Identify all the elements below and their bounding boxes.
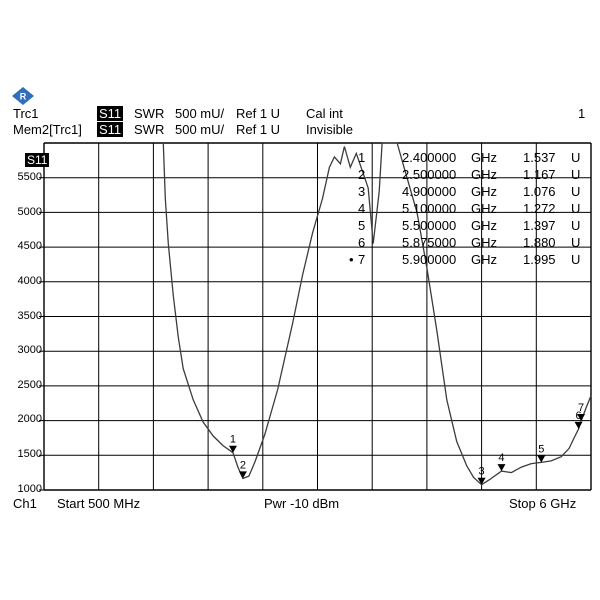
marker-triangle-icon[interactable] xyxy=(497,464,506,472)
active-marker-indicator: • xyxy=(349,252,354,267)
y-tick-label: 3500 xyxy=(17,310,42,322)
trace1-name: Trc1 xyxy=(13,106,39,121)
marker-label: 7 xyxy=(578,402,584,414)
marker-frequency-unit: GHz xyxy=(471,235,497,250)
y-tick-label: 3000 xyxy=(17,344,42,356)
marker-frequency: 5.100000 xyxy=(402,201,457,216)
marker-swr-unit: U xyxy=(571,201,581,216)
marker-id: 6 xyxy=(358,235,366,250)
y-tick-label: 2000 xyxy=(17,413,42,425)
marker-layer: 1234567 xyxy=(228,402,586,485)
marker-frequency-unit: GHz xyxy=(471,150,497,165)
footer-channel[interactable]: Ch1 xyxy=(13,496,37,511)
marker-triangle-icon[interactable] xyxy=(477,477,486,485)
footer-power[interactable]: Pwr -10 dBm xyxy=(264,496,340,511)
trace2-scale: 500 mU/ xyxy=(175,122,225,137)
trace2-name: Mem2[Trc1] xyxy=(13,122,82,137)
y-tick-label: 2500 xyxy=(17,379,42,391)
y-tick-label: 5500 xyxy=(17,171,42,183)
marker-swr-value: 1.995 xyxy=(523,252,556,267)
marker-swr-value: 1.397 xyxy=(523,218,556,233)
marker-frequency: 5.875000 xyxy=(402,235,457,250)
marker-row[interactable]: 6 5.875000 GHz 1.880 U xyxy=(358,235,584,250)
marker-frequency-unit: GHz xyxy=(471,184,497,199)
marker-frequency: 5.900000 xyxy=(402,252,457,267)
trace1-cal-status: Cal int xyxy=(306,106,343,121)
marker-label: 5 xyxy=(538,443,544,455)
marker-swr-unit: U xyxy=(571,150,581,165)
marker-swr-value: 1.076 xyxy=(523,184,556,199)
marker-frequency: 4.900000 xyxy=(402,184,457,199)
marker-frequency-unit: GHz xyxy=(471,218,497,233)
y-tick-label: 1000 xyxy=(17,483,42,495)
marker-id: 5 xyxy=(358,218,366,233)
marker-triangle-icon[interactable] xyxy=(228,445,237,453)
marker-swr-value: 1.537 xyxy=(523,150,556,165)
marker-swr-value: 1.272 xyxy=(523,201,556,216)
marker-label: 4 xyxy=(498,452,504,464)
marker-id: 4 xyxy=(358,201,366,216)
marker-triangle-icon[interactable] xyxy=(537,455,546,463)
marker-label: 1 xyxy=(230,434,236,446)
y-tick-label: 4500 xyxy=(17,240,42,252)
marker-frequency: 2.400000 xyxy=(402,150,457,165)
channel-number: 1 xyxy=(578,106,586,121)
svg-text:R: R xyxy=(20,92,27,102)
marker-triangle-icon[interactable] xyxy=(577,413,586,421)
footer-start-frequency[interactable]: Start 500 MHz xyxy=(57,496,141,511)
s11-swr-trace xyxy=(162,142,592,486)
trace1-param-badge[interactable]: S11 xyxy=(97,106,124,121)
trace2-format: SWR xyxy=(134,122,165,137)
marker-frequency: 2.500000 xyxy=(402,167,457,182)
marker-label: 2 xyxy=(240,459,246,471)
marker-swr-value: 1.880 xyxy=(523,235,556,250)
marker-row[interactable]: 1 2.400000 GHz 1.537 U xyxy=(358,150,584,165)
marker-row[interactable]: 2 2.500000 GHz 1.167 U xyxy=(358,167,584,182)
marker-triangle-icon[interactable] xyxy=(238,471,247,479)
marker-id: 1 xyxy=(358,150,366,165)
plot-trace-label[interactable]: S11 xyxy=(25,153,50,167)
marker-id: 3 xyxy=(358,184,366,199)
plot-grid xyxy=(39,142,592,491)
marker-swr-unit: U xyxy=(571,184,581,199)
marker-swr-unit: U xyxy=(571,167,581,182)
marker-id: 2 xyxy=(358,167,366,182)
marker-swr-unit: U xyxy=(571,235,581,250)
marker-swr-unit: U xyxy=(571,218,581,233)
trace2-visibility-status: Invisible xyxy=(306,122,353,137)
trace2-param-badge[interactable]: S11 xyxy=(97,122,124,137)
marker-swr-value: 1.167 xyxy=(523,167,556,182)
marker-label: 3 xyxy=(479,466,485,478)
marker-frequency-unit: GHz xyxy=(471,252,497,267)
marker-row-active[interactable]: • 7 5.900000 GHz 1.995 U xyxy=(349,252,584,267)
y-tick-label: 4000 xyxy=(17,275,42,287)
rs-logo-icon: R xyxy=(12,87,34,105)
marker-swr-unit: U xyxy=(571,252,581,267)
y-tick-label: 5000 xyxy=(17,206,42,218)
marker-row[interactable]: 3 4.900000 GHz 1.076 U xyxy=(358,184,584,199)
trace2-ref: Ref 1 U xyxy=(236,122,281,137)
y-tick-label: 1500 xyxy=(17,448,42,460)
marker-row[interactable]: 5 5.500000 GHz 1.397 U xyxy=(358,218,584,233)
marker-frequency: 5.500000 xyxy=(402,218,457,233)
trace1-format: SWR xyxy=(134,106,165,121)
marker-frequency-unit: GHz xyxy=(471,201,497,216)
marker-id: 7 xyxy=(358,252,366,267)
marker-frequency-unit: GHz xyxy=(471,167,497,182)
marker-triangle-icon[interactable] xyxy=(574,421,583,429)
footer-stop-frequency[interactable]: Stop 6 GHz xyxy=(509,496,577,511)
marker-row[interactable]: 4 5.100000 GHz 1.272 U xyxy=(358,201,584,216)
trace1-ref: Ref 1 U xyxy=(236,106,281,121)
trace1-scale: 500 mU/ xyxy=(175,106,225,121)
